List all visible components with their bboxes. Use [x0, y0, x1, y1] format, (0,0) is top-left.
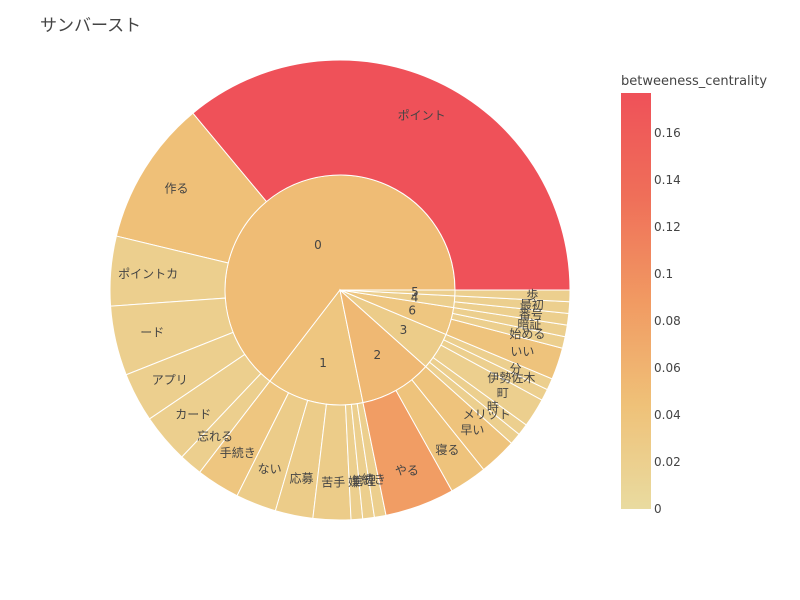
colorbar-ticks: 0 0.02 0.04 0.06 0.08 0.1 0.12 0.14 0.16 [654, 126, 681, 516]
sunburst-outer-label: 町 [497, 386, 509, 400]
colorbar-tick-label: 0.04 [654, 408, 681, 422]
sunburst-outer-label: アプリ [152, 373, 188, 387]
sunburst-outer-label: 分 [510, 362, 522, 376]
sunburst-outer-label: ード [140, 326, 164, 340]
sunburst-outer-label: ポイント [398, 109, 446, 123]
sunburst-outer-label: カード [175, 408, 211, 422]
sunburst-outer-label: ない [258, 462, 282, 476]
sunburst-inner-label: 5 [411, 285, 419, 299]
sunburst-outer-label: 作る [165, 181, 189, 195]
sunburst-outer-label: 番号 [519, 308, 543, 322]
colorbar-tick-label: 0.06 [654, 361, 681, 375]
colorbar-tick-label: 0.14 [654, 173, 681, 187]
sunburst-outer-label: 伊勢佐木 [487, 370, 535, 385]
sunburst-outer-label: 手続き [220, 446, 256, 460]
sunburst-outer-label: 時 [487, 400, 499, 414]
colorbar-tick-label: 0.08 [654, 314, 681, 328]
chart-title: サンバースト [40, 16, 141, 36]
sunburst-inner-label: 4 [411, 291, 419, 305]
sunburst-outer-label: いい [510, 345, 534, 359]
sunburst-inner-label: 0 [314, 238, 322, 252]
colorbar-tick-label: 0.02 [654, 455, 681, 469]
sunburst-outer-label: 最初 [520, 298, 544, 312]
colorbar-gradient [621, 93, 651, 509]
colorbar-tick-label: 0.16 [654, 126, 681, 140]
sunburst-outer-label: ポイントカ [118, 267, 178, 281]
sunburst-inner-label: 2 [374, 348, 382, 362]
sunburst-outer-label: やる [395, 463, 419, 477]
sunburst-inner-label: 3 [400, 323, 408, 337]
sunburst-outer-label: 早い [460, 423, 484, 437]
sunburst-outer-label: 寝る [435, 442, 459, 457]
sunburst-outer-label: 始める [509, 327, 545, 341]
sunburst-inner-label: 1 [319, 356, 327, 370]
sunburst-inner-label: 6 [408, 303, 416, 317]
sunburst-outer-label: 嫌 [348, 475, 360, 489]
sunburst-outer-label: 忘れる [197, 428, 233, 443]
sunburst-outer-segment[interactable] [192, 59, 571, 291]
colorbar-tick-label: 0.12 [654, 220, 681, 234]
sunburst-outer-label: 歩 [526, 287, 538, 302]
sunburst-outer-label: 応募 [289, 472, 313, 486]
colorbar-tick-label: 0.1 [654, 267, 673, 281]
sunburst-outer-label: メリット [463, 408, 511, 422]
sunburst-outer-label: 苦手 [321, 475, 345, 489]
sunburst-outer-label: 暗証 [517, 316, 541, 331]
sunburst-outer-segment[interactable] [454, 289, 571, 303]
colorbar-tick-label: 0 [654, 502, 662, 516]
colorbar-title: betweeness_centrality [621, 74, 767, 89]
colorbar: betweeness_centrality 00.020.040.060.080… [621, 74, 767, 516]
sunburst-outer-label: 続き [362, 473, 386, 487]
sunburst-outer-label: 管理 [352, 473, 376, 488]
